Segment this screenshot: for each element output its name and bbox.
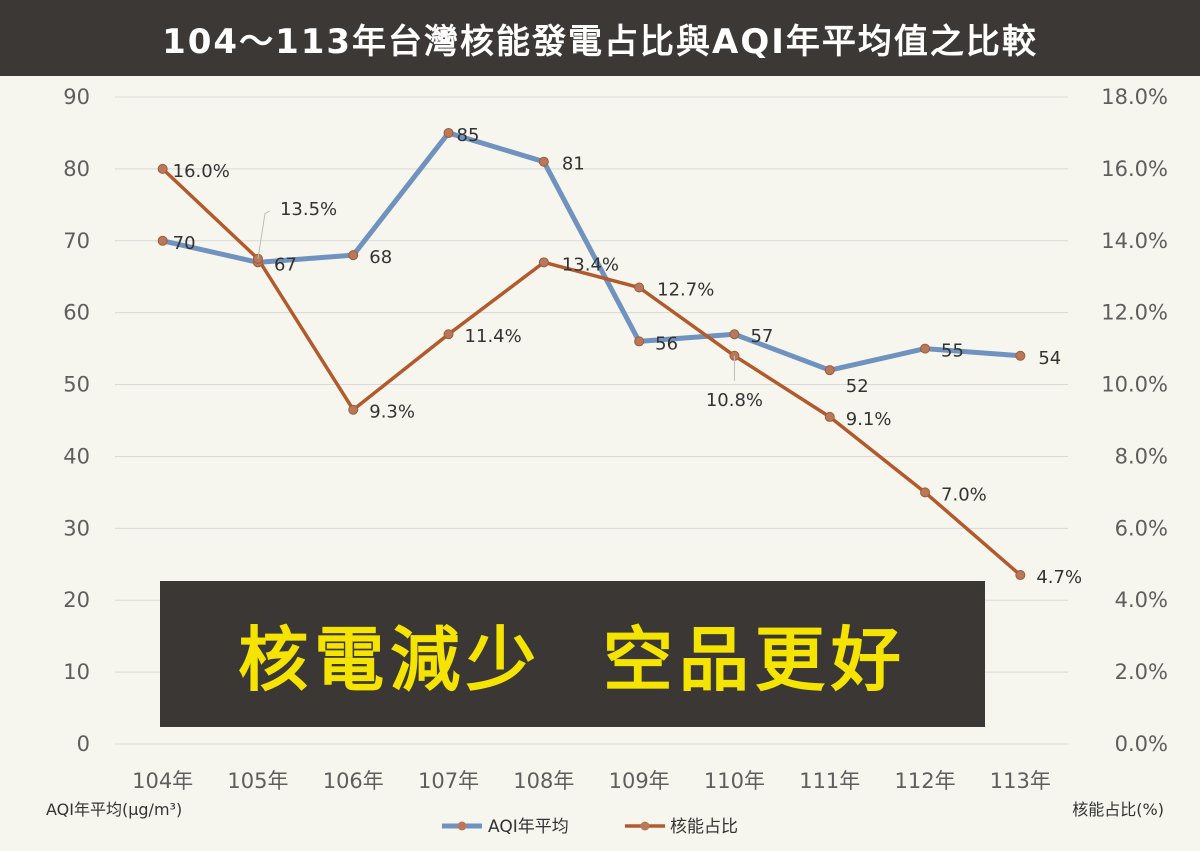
x-tick-label: 105年: [227, 769, 288, 793]
y-left-tick-label: 80: [63, 157, 90, 181]
data-point-aqi: [157, 235, 168, 246]
data-label-nuclear: 12.7%: [657, 280, 714, 301]
x-tick-label: 107年: [418, 769, 479, 793]
x-tick-label: 106年: [323, 769, 384, 793]
data-point-nuclear: [824, 411, 835, 422]
x-tick-label: 110年: [704, 769, 765, 793]
legend-marker-nuclear: [640, 821, 650, 831]
y-left-tick-label: 20: [63, 588, 90, 612]
y-right-tick-label: 12.0%: [1101, 301, 1168, 325]
y-left-tick-label: 30: [63, 516, 90, 540]
data-label-nuclear: 13.4%: [562, 254, 619, 275]
data-point-aqi: [1015, 350, 1026, 361]
y-left-tick-label: 40: [63, 444, 90, 468]
y-right-tick-label: 2.0%: [1115, 660, 1168, 684]
x-tick-label: 111年: [799, 769, 860, 793]
y-left-tick-label: 60: [63, 301, 90, 325]
legend-label-nuclear: 核能占比: [670, 817, 738, 837]
data-point-aqi: [443, 127, 454, 138]
y-left-tick-label: 10: [63, 660, 90, 684]
y-left-tick-label: 70: [63, 229, 90, 253]
y-right-axis-title: 核能占比(%): [1072, 800, 1164, 819]
data-label-nuclear: 13.5%: [280, 199, 337, 220]
data-point-nuclear: [157, 163, 168, 174]
legend-marker-aqi: [457, 821, 467, 831]
x-tick-label: 108年: [513, 769, 574, 793]
title-bar: 104～113年台灣核能發電占比與AQI年平均值之比較: [0, 0, 1200, 76]
data-label-nuclear: 16.0%: [173, 161, 230, 182]
y-right-tick-label: 4.0%: [1115, 588, 1168, 612]
data-point-aqi: [348, 250, 359, 261]
legend-label-aqi: AQI年平均: [488, 817, 569, 837]
data-label-aqi: 81: [562, 154, 585, 175]
data-point-nuclear: [538, 257, 549, 268]
data-point-aqi: [824, 365, 835, 376]
data-label-nuclear: 10.8%: [706, 390, 763, 411]
slogan-text: 核電減少 空品更好: [238, 618, 907, 701]
data-point-aqi: [920, 343, 931, 354]
data-point-nuclear: [634, 282, 645, 293]
x-tick-label: 109年: [609, 769, 670, 793]
data-label-aqi: 85: [457, 125, 480, 146]
data-point-nuclear: [1015, 570, 1026, 581]
data-label-nuclear: 4.7%: [1036, 567, 1082, 588]
series-line-aqi: [160, 130, 1023, 373]
y-right-tick-label: 18.0%: [1101, 85, 1168, 109]
data-point-aqi: [538, 156, 549, 167]
data-label-aqi: 54: [1038, 348, 1061, 369]
data-label-aqi: 55: [941, 341, 964, 362]
y-right-tick-label: 8.0%: [1115, 444, 1168, 468]
y-right-tick-label: 6.0%: [1115, 516, 1168, 540]
data-label-aqi: 52: [846, 376, 869, 397]
data-point-nuclear: [348, 404, 359, 415]
data-label-aqi: 70: [173, 233, 196, 254]
data-label-nuclear: 11.4%: [465, 326, 522, 347]
data-point-nuclear: [920, 487, 931, 498]
y-right-tick-label: 16.0%: [1101, 157, 1168, 181]
data-label-nuclear: 7.0%: [941, 484, 987, 505]
data-label-aqi: 56: [655, 333, 678, 354]
x-tick-label: 113年: [990, 769, 1051, 793]
y-right-tick-label: 0.0%: [1115, 732, 1168, 756]
data-label-nuclear: 9.3%: [369, 402, 415, 423]
y-left-tick-label: 50: [63, 373, 90, 397]
data-label-nuclear: 9.1%: [846, 409, 892, 430]
chart-title: 104～113年台灣核能發電占比與AQI年平均值之比較: [162, 21, 1038, 62]
y-left-axis-title: AQI年平均(μg/m³): [46, 800, 182, 819]
y-right-tick-label: 14.0%: [1101, 229, 1168, 253]
data-label-aqi: 68: [369, 247, 392, 268]
x-tick-label: 104年: [132, 769, 193, 793]
data-point-aqi: [729, 329, 740, 340]
x-tick-label: 112年: [895, 769, 956, 793]
y-right-tick-label: 10.0%: [1101, 373, 1168, 397]
data-point-nuclear: [443, 329, 454, 340]
data-label-aqi: 67: [274, 254, 297, 275]
y-left-tick-label: 0: [77, 732, 90, 756]
series-line-nuclear: [160, 167, 1023, 577]
data-point-aqi: [634, 336, 645, 347]
data-label-aqi: 57: [750, 326, 773, 347]
y-left-tick-label: 90: [63, 85, 90, 109]
leader-line: [257, 210, 271, 259]
slogan-banner: 核電減少 空品更好: [160, 581, 985, 727]
